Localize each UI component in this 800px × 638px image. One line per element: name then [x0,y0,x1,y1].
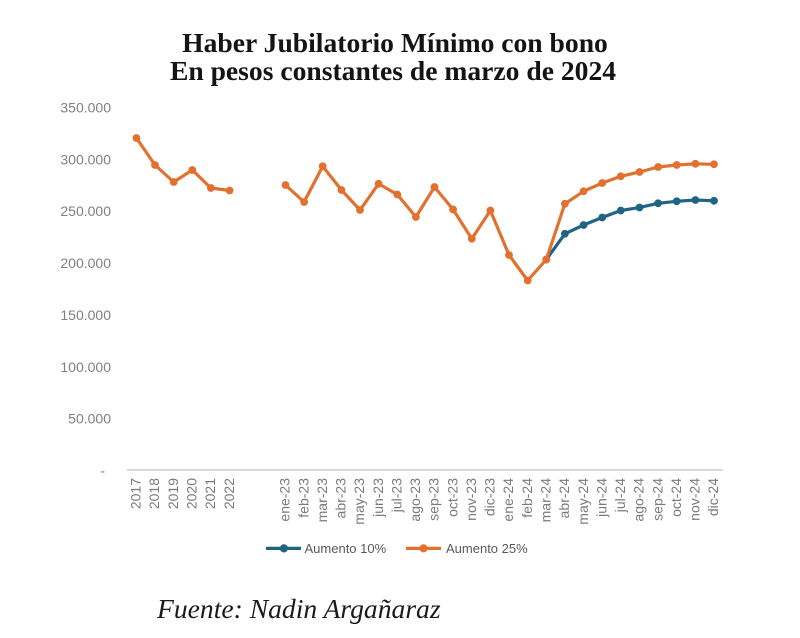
svg-text:mar-24: mar-24 [538,478,554,523]
svg-text:jun-24: jun-24 [593,478,609,518]
svg-text:may-24: may-24 [575,478,591,525]
svg-text:2018: 2018 [146,478,162,509]
svg-text:nov-23: nov-23 [463,478,479,521]
svg-text:sep-23: sep-23 [426,478,442,521]
svg-text:2019: 2019 [165,478,181,509]
svg-text:Aumento 10%: Aumento 10% [305,541,387,556]
svg-text:250.000: 250.000 [60,203,111,219]
svg-text:200.000: 200.000 [60,255,111,271]
svg-text:Fuente: Nadin Argañaraz: Fuente: Nadin Argañaraz [156,593,441,624]
svg-text:100.000: 100.000 [60,359,111,375]
svg-text:ago-23: ago-23 [407,478,423,522]
svg-text:2017: 2017 [128,478,144,509]
svg-text:oct-24: oct-24 [668,478,684,517]
svg-text:oct-23: oct-23 [444,478,460,517]
svg-text:150.000: 150.000 [60,307,111,323]
svg-text:ago-24: ago-24 [631,478,647,522]
svg-text:feb-23: feb-23 [295,478,311,518]
svg-text:Haber Jubilatorio Mínimo con b: Haber Jubilatorio Mínimo con bono [182,27,608,58]
svg-text:2022: 2022 [221,478,237,509]
svg-text:En pesos constantes de marzo d: En pesos constantes de marzo de 2024 [170,55,616,86]
svg-text:ene-23: ene-23 [277,478,293,522]
svg-text:abr-24: abr-24 [556,478,572,519]
svg-text:50.000: 50.000 [68,411,111,427]
svg-text:jul-24: jul-24 [612,478,628,513]
svg-text:2020: 2020 [184,478,200,509]
svg-text:sep-24: sep-24 [649,478,665,521]
svg-text:mar-23: mar-23 [314,478,330,523]
svg-text:jul-23: jul-23 [389,478,405,513]
svg-text:-: - [100,463,105,479]
svg-text:abr-23: abr-23 [333,478,349,519]
svg-text:ene-24: ene-24 [500,478,516,522]
svg-text:Aumento 25%: Aumento 25% [446,541,528,556]
svg-text:jun-23: jun-23 [370,478,386,518]
svg-text:350.000: 350.000 [60,100,111,116]
svg-text:300.000: 300.000 [60,151,111,167]
svg-text:may-23: may-23 [351,478,367,525]
svg-text:2021: 2021 [202,478,218,509]
svg-text:nov-24: nov-24 [687,478,703,521]
svg-text:dic-23: dic-23 [482,478,498,516]
svg-text:dic-24: dic-24 [705,478,721,516]
svg-text:feb-24: feb-24 [519,478,535,518]
